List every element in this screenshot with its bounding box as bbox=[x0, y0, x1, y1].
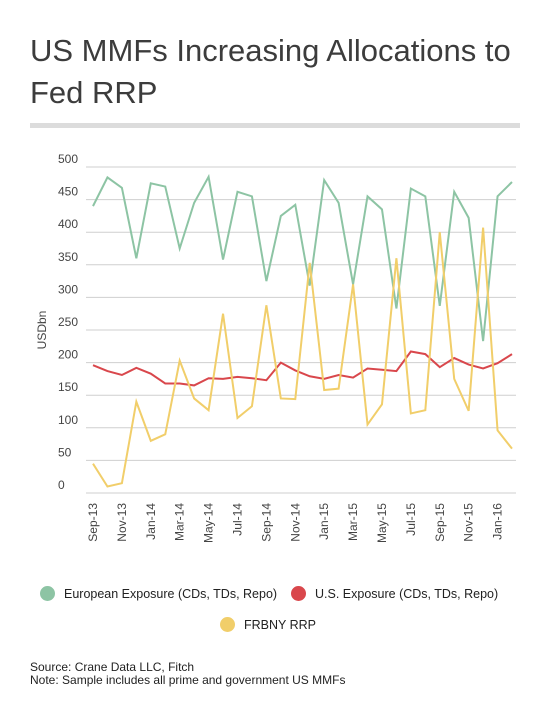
legend-item-us: U.S. Exposure (CDs, TDs, Repo) bbox=[291, 586, 498, 601]
x-tick-label: Nov-15 bbox=[462, 503, 476, 542]
series-line-0 bbox=[92, 173, 513, 342]
y-tick-label: 200 bbox=[58, 348, 78, 362]
x-tick-label: Jul-15 bbox=[404, 503, 418, 536]
line-chart: 0 50 100 150 200 250 300 350 400 450 500 Sep-13 Nov… bbox=[35, 152, 516, 543]
y-axis-ticks: 0 50 100 150 200 250 300 350 400 450 500 bbox=[58, 152, 78, 492]
x-tick-label: Sep-13 bbox=[86, 503, 100, 542]
legend-swatch-frbny bbox=[220, 617, 235, 632]
x-tick-label: Sep-15 bbox=[433, 503, 447, 542]
legend-swatch-us bbox=[291, 586, 306, 601]
y-tick-label: 50 bbox=[58, 445, 72, 459]
legend-label-us: U.S. Exposure (CDs, TDs, Repo) bbox=[315, 586, 499, 601]
y-tick-label: 400 bbox=[58, 217, 78, 231]
legend-label-frbny: FRBNY RRP bbox=[244, 617, 317, 632]
x-tick-label: Mar-15 bbox=[346, 503, 360, 541]
y-tick-label: 150 bbox=[58, 380, 78, 394]
x-tick-label: Jan-16 bbox=[491, 503, 505, 540]
source-note: Source: Crane Data LLC, Fitch bbox=[30, 660, 195, 674]
footnotes: Source: Crane Data LLC, Fitch Note: Samp… bbox=[30, 661, 345, 687]
x-tick-label: May-15 bbox=[375, 503, 389, 543]
legend-item-frbny: FRBNY RRP bbox=[220, 617, 316, 632]
x-tick-label: Jul-14 bbox=[230, 503, 244, 536]
title-divider bbox=[30, 123, 520, 128]
chart-title: US MMFs Increasing Allocations to Fed RR… bbox=[30, 33, 511, 110]
y-tick-label: 100 bbox=[58, 413, 78, 427]
series-line-2 bbox=[92, 227, 513, 488]
x-tick-label: Nov-14 bbox=[288, 503, 302, 542]
x-tick-label: Nov-13 bbox=[115, 503, 129, 542]
y-tick-label: 350 bbox=[58, 250, 78, 264]
legend-swatch-european bbox=[40, 586, 55, 601]
x-tick-label: Jan-15 bbox=[317, 503, 331, 540]
series-lines bbox=[92, 173, 513, 488]
legend-label-european: European Exposure (CDs, TDs, Repo) bbox=[64, 586, 278, 601]
x-axis-ticks: Sep-13 Nov-13 Jan-14 Mar-14 May-14 Jul-14 Sep-… bbox=[86, 503, 505, 543]
x-tick-label: Mar-14 bbox=[173, 503, 187, 541]
x-tick-label: May-14 bbox=[202, 503, 216, 543]
y-axis-label: USDbn bbox=[35, 311, 49, 350]
x-tick-label: Jan-14 bbox=[144, 503, 158, 540]
y-tick-label: 300 bbox=[58, 282, 78, 296]
y-tick-label: 250 bbox=[58, 315, 78, 329]
x-tick-label: Sep-14 bbox=[259, 503, 273, 542]
y-tick-label: 0 bbox=[58, 478, 65, 492]
sample-note: Note: Sample includes all prime and gove… bbox=[30, 673, 346, 687]
y-tick-label: 450 bbox=[58, 185, 78, 199]
y-tick-label: 500 bbox=[58, 152, 78, 166]
legend-item-european: European Exposure (CDs, TDs, Repo) bbox=[40, 586, 277, 601]
series-line-1 bbox=[92, 350, 513, 387]
